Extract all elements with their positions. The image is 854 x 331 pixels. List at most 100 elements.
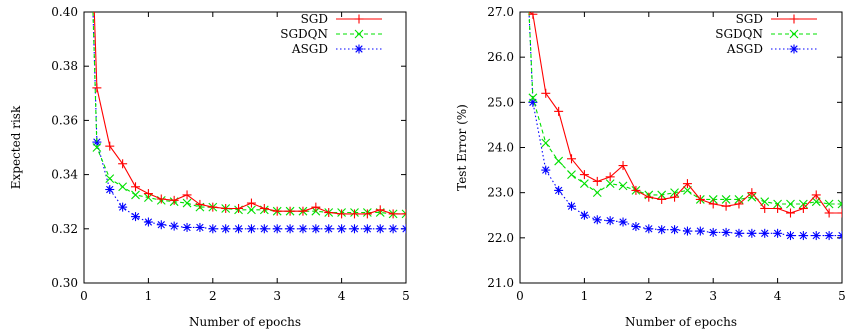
data-point bbox=[798, 231, 808, 241]
y-tick-label: 0.40 bbox=[51, 5, 78, 19]
data-point bbox=[695, 194, 705, 204]
y-tick-label: 0.30 bbox=[51, 276, 78, 290]
x-tick-label: 0 bbox=[80, 289, 88, 303]
data-point bbox=[798, 199, 808, 209]
y-tick-label: 25.0 bbox=[487, 95, 514, 109]
x-tick-label: 2 bbox=[209, 289, 217, 303]
data-point bbox=[541, 88, 551, 98]
y-tick-label: 23.0 bbox=[487, 186, 514, 200]
series-sgd bbox=[528, 12, 842, 218]
series-sgdqn bbox=[528, 12, 842, 209]
series-line bbox=[93, 12, 406, 215]
data-point bbox=[92, 83, 102, 93]
data-point bbox=[579, 170, 589, 180]
data-point bbox=[605, 216, 615, 226]
data-point bbox=[247, 205, 256, 215]
data-point bbox=[773, 203, 783, 213]
data-point bbox=[388, 224, 398, 234]
series-asgd bbox=[92, 12, 406, 234]
data-point bbox=[298, 224, 308, 234]
data-point bbox=[349, 224, 359, 234]
data-point bbox=[657, 225, 667, 235]
legend-label: ASGD bbox=[726, 42, 763, 56]
data-point bbox=[837, 199, 842, 209]
data-point bbox=[388, 209, 398, 219]
data-point bbox=[631, 185, 641, 195]
data-point bbox=[618, 181, 628, 191]
data-point bbox=[721, 201, 731, 211]
y-tick-label: 21.0 bbox=[487, 276, 514, 290]
data-point bbox=[362, 209, 372, 219]
plot-frame bbox=[83, 11, 407, 284]
data-point bbox=[118, 159, 128, 169]
data-point bbox=[670, 192, 680, 202]
data-point bbox=[311, 202, 321, 212]
data-point bbox=[118, 202, 128, 212]
data-point bbox=[362, 224, 372, 234]
data-point bbox=[747, 188, 757, 198]
data-point bbox=[234, 203, 244, 213]
data-point bbox=[657, 190, 667, 200]
y-axis-label: Test Error (%) bbox=[455, 104, 469, 191]
data-point bbox=[541, 138, 551, 148]
data-point bbox=[811, 231, 821, 241]
data-point bbox=[786, 199, 795, 209]
x-tick-label: 5 bbox=[402, 289, 410, 303]
data-point bbox=[554, 156, 564, 166]
data-point bbox=[221, 224, 231, 234]
data-point bbox=[618, 161, 628, 171]
x-tick-label: 3 bbox=[709, 289, 717, 303]
data-point bbox=[811, 190, 821, 200]
data-point bbox=[375, 224, 385, 234]
y-tick-label: 24.0 bbox=[487, 141, 514, 155]
data-point bbox=[773, 228, 783, 238]
data-point bbox=[747, 228, 757, 238]
legend-marker bbox=[789, 29, 799, 39]
x-tick-label: 1 bbox=[145, 289, 153, 303]
data-point bbox=[401, 224, 406, 234]
data-point bbox=[169, 195, 179, 205]
data-point bbox=[272, 224, 282, 234]
data-point bbox=[760, 203, 770, 213]
series-sgd bbox=[92, 12, 406, 219]
chart-panel-2: 0 1 2 3 4 5 21.0 22.0 23.0 24.0 25.0 26.0 27.0 Number… bbox=[455, 5, 846, 329]
data-point bbox=[285, 206, 295, 216]
data-point bbox=[837, 208, 842, 218]
y-tick-label: 0.36 bbox=[51, 113, 78, 127]
data-point bbox=[105, 141, 115, 151]
data-point bbox=[618, 217, 628, 227]
data-point bbox=[375, 205, 385, 215]
y-tick-label: 0.38 bbox=[51, 59, 78, 73]
data-point bbox=[605, 172, 615, 182]
x-tick-label: 2 bbox=[645, 289, 653, 303]
data-point bbox=[605, 179, 615, 189]
data-point bbox=[401, 209, 406, 219]
series-line bbox=[92, 12, 406, 230]
data-point bbox=[324, 224, 334, 234]
data-point bbox=[259, 224, 269, 234]
series-line bbox=[528, 12, 842, 237]
data-point bbox=[182, 222, 192, 232]
data-point bbox=[592, 215, 602, 225]
data-point bbox=[349, 209, 359, 219]
y-tick-label: 0.32 bbox=[51, 222, 78, 236]
data-point bbox=[195, 199, 205, 209]
data-point bbox=[234, 224, 244, 234]
data-point bbox=[221, 203, 231, 213]
data-point bbox=[682, 179, 692, 189]
data-point bbox=[143, 189, 153, 199]
data-point bbox=[631, 222, 641, 232]
legend-label: ASGD bbox=[291, 42, 328, 56]
data-point bbox=[734, 228, 744, 238]
data-point bbox=[118, 182, 128, 192]
data-point bbox=[105, 185, 115, 195]
data-point bbox=[644, 224, 654, 234]
x-tick-label: 3 bbox=[273, 289, 281, 303]
data-point bbox=[259, 203, 269, 213]
y-axis-label: Expected risk bbox=[9, 105, 23, 189]
data-point bbox=[734, 199, 744, 209]
data-point bbox=[760, 228, 770, 238]
data-point bbox=[721, 195, 731, 204]
